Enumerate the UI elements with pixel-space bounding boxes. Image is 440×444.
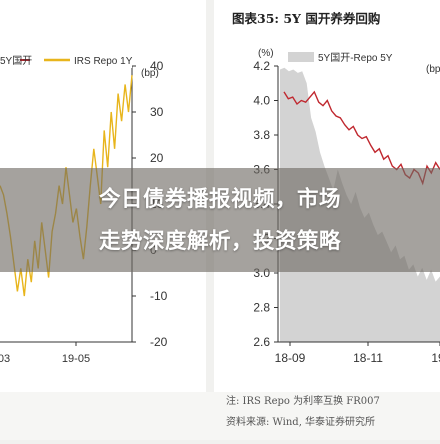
right-left-axis-unit: (%) [258, 48, 274, 59]
notes-strip [0, 392, 440, 440]
headline-line-1: 今日债券播报视频，市场 [98, 187, 341, 212]
right-chart-title: 图表35: 5Y 国开养券回购 [232, 11, 381, 26]
left-series-irs-repo-line [0, 75, 133, 297]
left-chart-series [0, 75, 133, 297]
right-chart-svg: 4.24.03.83.63.43.23.02.82.618-0918-1119-… [253, 48, 440, 365]
chart-note: 注: IRS Repo 为利率互换 FR007 [226, 396, 380, 407]
right-right-axis-unit: (bp [426, 64, 440, 75]
left-xtick-label: 03 [0, 353, 10, 365]
headline-line-2: 走势深度解析，投资策略 [98, 229, 341, 254]
right-xtick-label: 18-09 [275, 351, 306, 365]
left-xtick-label: 19-05 [62, 353, 90, 365]
right-xtick-label: 18-11 [353, 351, 383, 365]
left-ytick-label: 30 [150, 105, 164, 119]
right-legend-area: 5Y国开-Repo 5Y [318, 52, 393, 64]
left-legend-bond: 5Y国开 [0, 55, 32, 67]
headline-banner: 今日债券播报视频，市场 走势深度解析，投资策略 [0, 168, 440, 272]
right-ytick-label: 4.2 [253, 59, 270, 73]
right-xtick-label: 19- [431, 351, 440, 365]
chart-source: 资料来源: Wind, 华泰证券研究所 [226, 417, 376, 428]
left-ytick-label: 40 [150, 59, 164, 73]
right-series-spread-area [280, 67, 440, 342]
left-right-axis-unit: (bp) [141, 68, 159, 79]
right-ytick-label: 2.8 [253, 301, 270, 315]
right-ytick-label: 3.8 [253, 128, 270, 142]
right-legend-area-swatch [288, 52, 314, 62]
left-ytick-label: 20 [150, 151, 164, 165]
right-ytick-label: 4.0 [253, 94, 270, 108]
right-chart-area-series [280, 67, 440, 342]
right-ytick-label: 2.6 [253, 335, 270, 349]
left-ytick-label: -20 [150, 335, 168, 349]
left-legend-repo: IRS Repo 1Y [74, 56, 133, 67]
left-ytick-label: -10 [150, 289, 168, 303]
